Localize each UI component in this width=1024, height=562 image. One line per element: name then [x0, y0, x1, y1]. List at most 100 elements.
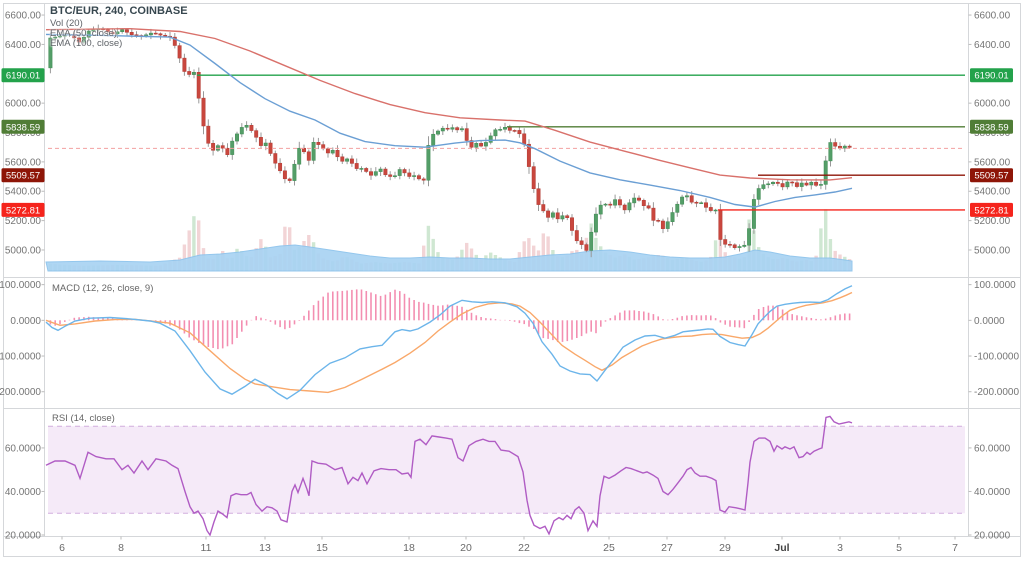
candle — [756, 188, 761, 200]
candle — [675, 203, 680, 213]
candle — [493, 129, 498, 137]
candle — [297, 147, 302, 165]
legend-ema-fast[interactable]: EMA (50, close) — [50, 28, 118, 39]
candle — [579, 240, 584, 245]
candle — [440, 127, 445, 132]
time-tick-label: 27 — [661, 542, 673, 554]
candle — [436, 130, 440, 135]
price-axis-right[interactable]: 6600.006400.006000.005800.005600.005400.… — [968, 11, 1014, 257]
candle — [364, 168, 369, 172]
candle — [268, 142, 273, 154]
macd-pane-label[interactable]: MACD (12, 26, close, 9) — [52, 283, 154, 294]
candle — [369, 171, 373, 176]
candle — [105, 29, 110, 33]
candle — [684, 195, 689, 198]
candle — [278, 162, 283, 172]
time-axis[interactable]: 6 8 11 13 15 18 20 22 25 27 29 Jul 3 5 7 — [59, 536, 958, 555]
candle — [402, 169, 407, 174]
candle — [598, 204, 603, 215]
candle — [790, 181, 795, 184]
chart-frame — [3, 3, 1021, 557]
macd-pane[interactable] — [45, 285, 853, 400]
candle — [474, 143, 479, 148]
candle — [445, 127, 450, 130]
candle — [153, 32, 158, 35]
candle — [704, 202, 708, 208]
candle — [239, 127, 244, 135]
legend-ema-slow[interactable]: EMA (100, close) — [50, 38, 123, 49]
price-level-badge-text: 5838.59 — [974, 122, 1008, 133]
candle — [560, 215, 565, 220]
candle — [407, 172, 412, 177]
candle — [593, 213, 598, 233]
candle — [541, 204, 546, 212]
time-tick-label: 22 — [518, 542, 530, 554]
rsi-tick-label: 60.0000 — [5, 443, 42, 454]
candle — [421, 178, 426, 181]
price-level-badge-text: 5272.81 — [6, 205, 40, 216]
price-level-badge — [1, 119, 45, 134]
candle — [206, 125, 211, 144]
symbol-title[interactable]: BTC/EUR, 240, COINBASE — [50, 5, 188, 17]
candle — [431, 133, 436, 146]
volume-bar — [541, 233, 545, 271]
macd-tick-label: 0.0000 — [974, 316, 1005, 327]
candle — [388, 174, 393, 177]
candle — [163, 34, 168, 37]
price-tick-label: 6400.00 — [974, 40, 1011, 51]
candle — [589, 231, 594, 251]
candle — [220, 145, 225, 149]
candle — [522, 133, 527, 145]
candle — [235, 133, 239, 142]
price-tick-label: 6400.00 — [5, 40, 42, 51]
candle — [641, 200, 646, 206]
candle — [637, 197, 641, 201]
price-tick-label: 5600.00 — [974, 157, 1011, 168]
ema100-line[interactable] — [45, 27, 853, 181]
candle — [110, 31, 115, 35]
candle — [680, 196, 685, 205]
candle — [613, 199, 618, 206]
candle — [311, 142, 316, 161]
main-pane[interactable] — [45, 24, 965, 272]
candle — [732, 244, 737, 248]
time-tick-label: 11 — [201, 542, 212, 554]
candle — [148, 32, 153, 36]
price-level-badge-text: 6190.01 — [974, 71, 1008, 82]
rsi-pane[interactable] — [45, 415, 965, 537]
candle — [306, 151, 311, 161]
candle — [124, 29, 129, 33]
candle — [651, 207, 656, 221]
macd-tick-label: 100.0000 — [0, 280, 41, 291]
candle — [503, 127, 507, 130]
legend-volume[interactable]: Vol (20) — [50, 18, 83, 29]
price-tick-label: 5200.00 — [5, 216, 42, 227]
price-axis-left[interactable]: 6600.006400.006000.005800.005600.005400.… — [1, 11, 45, 257]
candle — [713, 209, 718, 212]
candle — [469, 140, 474, 148]
candle — [660, 220, 665, 229]
price-level-badge — [1, 202, 45, 217]
candle — [608, 203, 613, 206]
ema50-line[interactable] — [45, 33, 853, 208]
candle — [574, 230, 579, 242]
volume-bar — [192, 216, 196, 271]
candle — [565, 215, 570, 218]
volume-bar — [431, 238, 435, 271]
price-level-badge-text: 5272.81 — [974, 205, 1008, 216]
candle — [823, 160, 828, 185]
candle — [120, 29, 125, 32]
time-tick-label: 7 — [952, 542, 958, 554]
candle — [584, 244, 589, 251]
candle — [766, 183, 771, 186]
candle — [273, 153, 278, 164]
time-tick-label: 29 — [719, 542, 731, 554]
candle — [517, 130, 522, 135]
candle — [689, 195, 694, 203]
price-tick-label: 5400.00 — [974, 187, 1011, 198]
rsi-pane-label[interactable]: RSI (14, close) — [52, 413, 115, 424]
price-level-badge — [970, 119, 1013, 134]
candle — [488, 135, 493, 143]
